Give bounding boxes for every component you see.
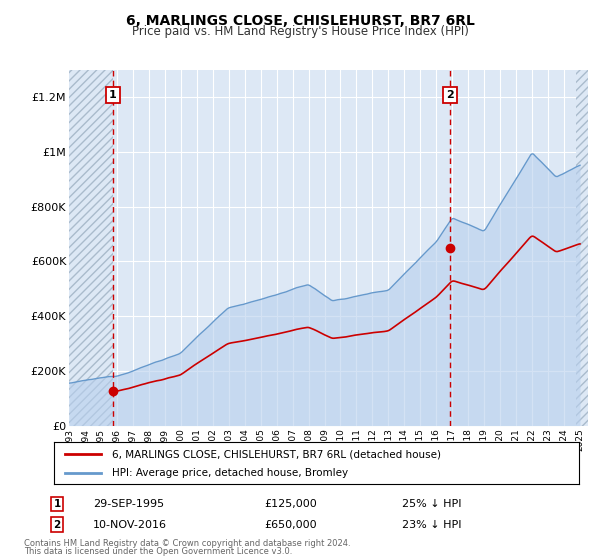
Text: 6, MARLINGS CLOSE, CHISLEHURST, BR7 6RL: 6, MARLINGS CLOSE, CHISLEHURST, BR7 6RL [125,14,475,28]
Text: 2: 2 [446,90,454,100]
Text: 29-SEP-1995: 29-SEP-1995 [93,499,164,509]
Bar [69,70,113,426]
Text: 2: 2 [53,520,61,530]
Text: HPI: Average price, detached house, Bromley: HPI: Average price, detached house, Brom… [112,468,348,478]
Text: 1: 1 [109,90,117,100]
Text: 10-NOV-2016: 10-NOV-2016 [93,520,167,530]
Text: 25% ↓ HPI: 25% ↓ HPI [402,499,461,509]
Text: Price paid vs. HM Land Registry's House Price Index (HPI): Price paid vs. HM Land Registry's House … [131,25,469,38]
Text: This data is licensed under the Open Government Licence v3.0.: This data is licensed under the Open Gov… [24,547,292,556]
Text: £650,000: £650,000 [264,520,317,530]
Text: 1: 1 [53,499,61,509]
Text: 6, MARLINGS CLOSE, CHISLEHURST, BR7 6RL (detached house): 6, MARLINGS CLOSE, CHISLEHURST, BR7 6RL … [112,449,441,459]
Text: Contains HM Land Registry data © Crown copyright and database right 2024.: Contains HM Land Registry data © Crown c… [24,539,350,548]
Text: £125,000: £125,000 [264,499,317,509]
Text: 23% ↓ HPI: 23% ↓ HPI [402,520,461,530]
Bar [576,70,588,426]
